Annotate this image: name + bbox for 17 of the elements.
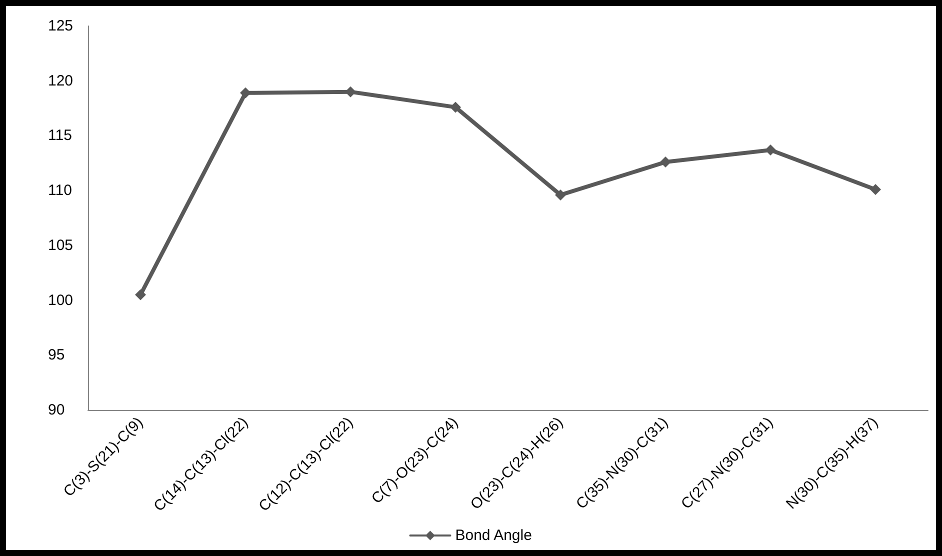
y-tick-label: 95 [48, 346, 65, 364]
y-tick-label: 105 [48, 236, 74, 254]
y-tick-label: 115 [48, 127, 72, 144]
y-tick-label: 110 [48, 182, 72, 200]
point [345, 86, 356, 98]
y-tick-label: 90 [48, 402, 65, 418]
point [240, 87, 251, 98]
point [660, 156, 671, 168]
y-tick-label: 120 [48, 72, 74, 90]
legend-label: Bond Angle [455, 527, 532, 544]
point [870, 184, 881, 195]
point [555, 189, 566, 200]
point [765, 144, 776, 156]
y-tick-label: 100 [48, 292, 74, 309]
point [135, 289, 146, 300]
point [450, 102, 461, 113]
y-tick-label: 125 [48, 18, 74, 34]
